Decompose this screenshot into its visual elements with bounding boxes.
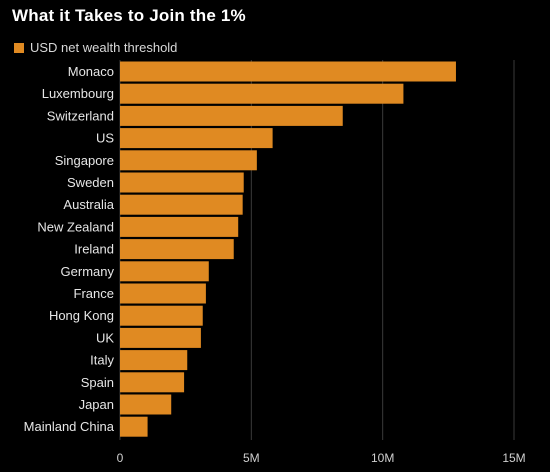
legend-swatch bbox=[14, 42, 24, 53]
bar bbox=[120, 416, 148, 437]
bar bbox=[120, 150, 257, 171]
bar bbox=[120, 372, 185, 393]
category-label: Mainland China bbox=[24, 419, 115, 434]
category-label: Sweden bbox=[67, 175, 114, 190]
category-label: Singapore bbox=[55, 153, 114, 168]
category-label: Ireland bbox=[74, 242, 114, 257]
bar bbox=[120, 239, 234, 260]
category-label: US bbox=[96, 131, 114, 146]
bar bbox=[120, 216, 239, 237]
chart-legend: USD net wealth threshold bbox=[14, 40, 177, 55]
x-tick-label: 10M bbox=[371, 451, 394, 465]
category-label: Japan bbox=[79, 397, 114, 412]
bar bbox=[120, 261, 209, 282]
category-label: New Zealand bbox=[37, 219, 114, 234]
category-label: Germany bbox=[61, 264, 115, 279]
bar bbox=[120, 128, 273, 149]
bar bbox=[120, 83, 404, 104]
bar bbox=[120, 105, 343, 126]
x-tick-label: 0 bbox=[117, 451, 124, 465]
bar bbox=[120, 327, 201, 348]
bar bbox=[120, 194, 243, 215]
category-label: France bbox=[74, 286, 114, 301]
x-tick-label: 15M bbox=[502, 451, 525, 465]
bar bbox=[120, 305, 203, 326]
category-label: Spain bbox=[81, 375, 114, 390]
chart-title: What it Takes to Join the 1% bbox=[12, 6, 246, 25]
bar bbox=[120, 350, 188, 371]
bar bbox=[120, 394, 172, 415]
category-label: Australia bbox=[63, 197, 114, 212]
category-label: Monaco bbox=[68, 64, 114, 79]
category-label: Hong Kong bbox=[49, 308, 114, 323]
category-label: Luxembourg bbox=[42, 86, 114, 101]
legend-label: USD net wealth threshold bbox=[30, 40, 178, 55]
bar bbox=[120, 61, 456, 82]
category-label: UK bbox=[96, 330, 114, 345]
category-label: Switzerland bbox=[47, 108, 114, 123]
bar bbox=[120, 172, 244, 193]
bar bbox=[120, 283, 206, 304]
category-label: Italy bbox=[90, 353, 114, 368]
x-tick-label: 5M bbox=[243, 451, 260, 465]
